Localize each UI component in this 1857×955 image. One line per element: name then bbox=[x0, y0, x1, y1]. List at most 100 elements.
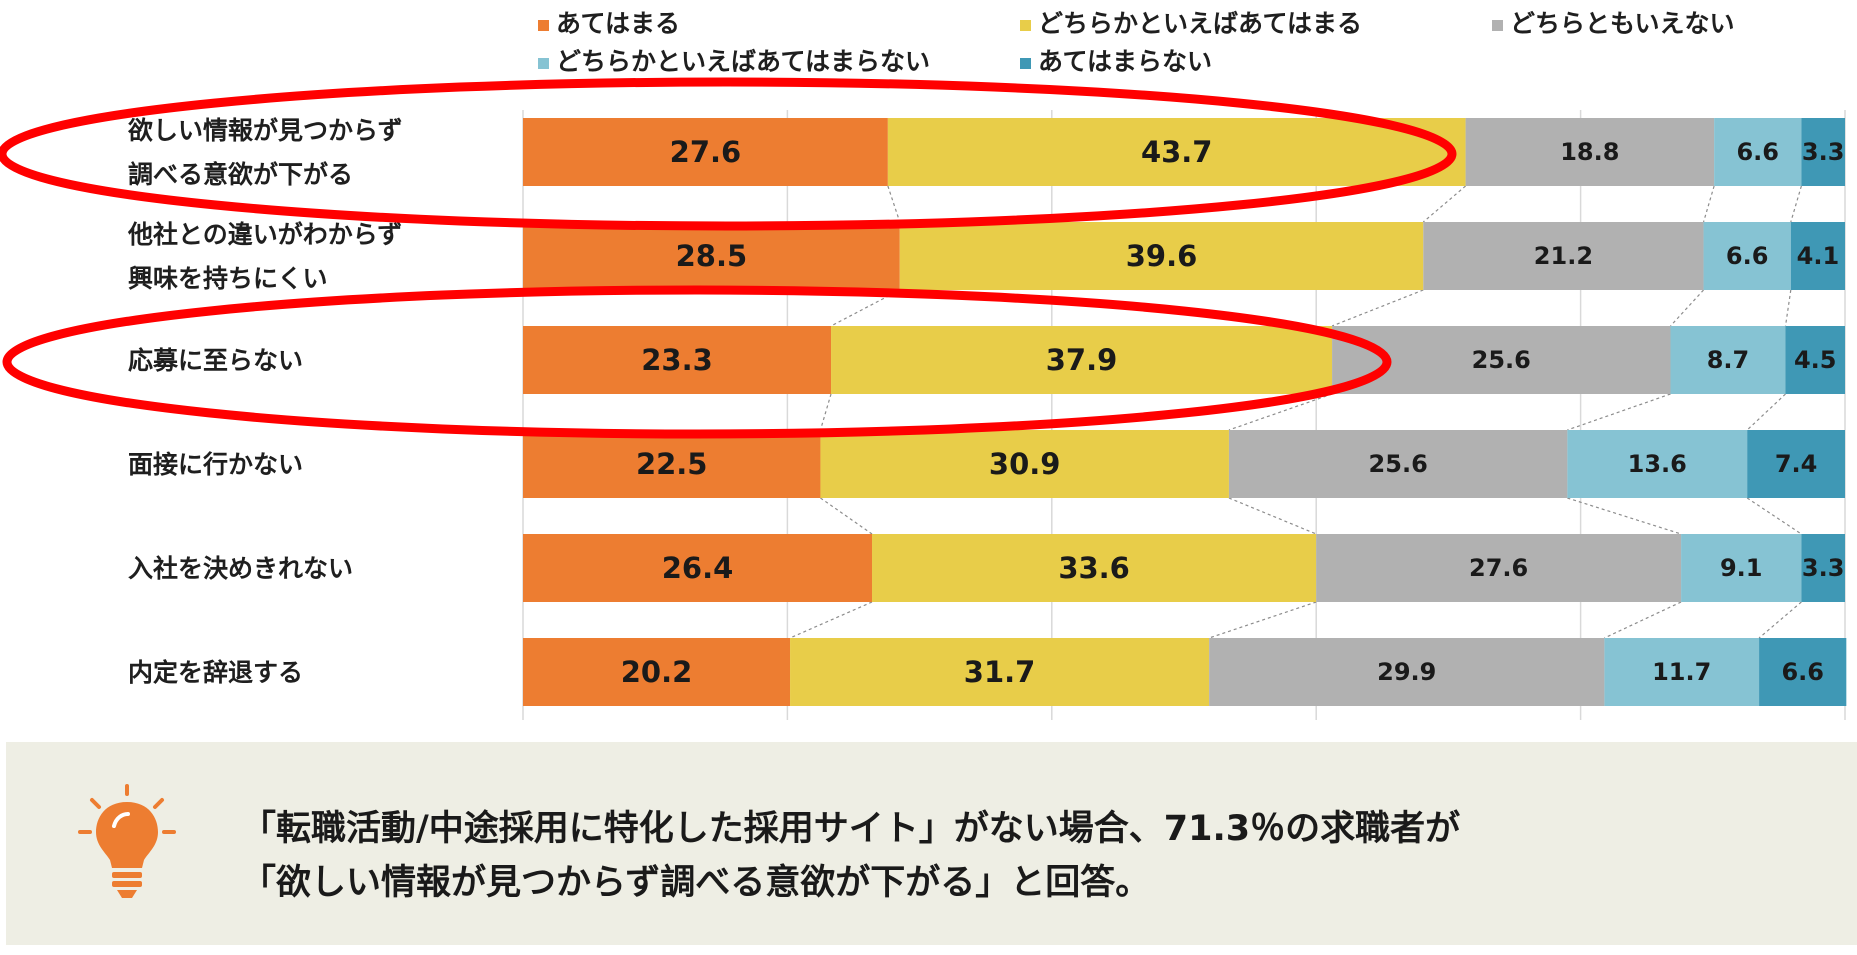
connector-line bbox=[1567, 393, 1671, 431]
connector-line bbox=[1604, 601, 1682, 639]
connector-line bbox=[1228, 497, 1317, 535]
connector-line bbox=[1790, 185, 1802, 223]
note-text: 「転職活動/中途採用に特化した採用サイト」がない場合、71.3％の求職者が 「欲… bbox=[241, 802, 1801, 910]
legend-label: どちらかといえばあてはまる bbox=[1038, 9, 1362, 38]
data-label: 9.1 bbox=[1720, 554, 1763, 582]
data-label: 6.6 bbox=[1726, 242, 1769, 270]
data-label: 23.3 bbox=[641, 343, 713, 377]
category-label: 興味を持ちにくい bbox=[128, 264, 328, 293]
legend-swatch bbox=[1020, 58, 1031, 69]
bar-segment bbox=[1759, 638, 1847, 706]
connector-line bbox=[1331, 289, 1424, 327]
data-label: 20.2 bbox=[621, 655, 693, 689]
data-label: 30.9 bbox=[989, 447, 1061, 481]
data-label: 13.6 bbox=[1628, 450, 1687, 478]
connector-line bbox=[1228, 393, 1333, 431]
connector-line bbox=[887, 185, 901, 223]
bar-segment bbox=[831, 326, 1333, 394]
data-label: 11.7 bbox=[1652, 658, 1711, 686]
bars: 27.6 43.7 18.8 6.6 3.3 28.5 39.6 21.2 6.6 4.1 23.3… bbox=[523, 118, 1847, 706]
bar-segment bbox=[1801, 118, 1845, 186]
data-label: 6.6 bbox=[1781, 658, 1824, 686]
legend-swatch bbox=[1020, 20, 1031, 31]
data-label: 29.9 bbox=[1377, 658, 1436, 686]
legend-label: あてはまる bbox=[556, 9, 680, 38]
data-label: 39.6 bbox=[1126, 239, 1198, 273]
bar-segment bbox=[899, 222, 1424, 290]
bar-segment bbox=[1567, 430, 1748, 498]
highlight-ellipses bbox=[0, 77, 1457, 439]
connector-line bbox=[1422, 185, 1466, 223]
bar-segment bbox=[790, 638, 1210, 706]
note-line-1: 「転職活動/中途採用に特化した採用サイト」がない場合、71.3％の求職者が bbox=[241, 809, 1461, 849]
connector-line bbox=[1784, 289, 1792, 327]
data-label: 26.4 bbox=[662, 551, 734, 585]
category-label: 面接に行かない bbox=[128, 450, 303, 479]
stacked-bar-chart: 27.6 43.7 18.8 6.6 3.3 28.5 39.6 21.2 6.6 4.1 23.3… bbox=[0, 9, 1847, 720]
bar-segment bbox=[1423, 222, 1704, 290]
bar-segment bbox=[1747, 430, 1845, 498]
category-label: 他社との違いがわからず bbox=[127, 220, 402, 249]
data-label: 4.5 bbox=[1794, 346, 1837, 374]
data-label: 25.6 bbox=[1369, 450, 1428, 478]
data-label: 28.5 bbox=[676, 239, 748, 273]
data-label: 43.7 bbox=[1141, 135, 1213, 169]
data-label: 22.5 bbox=[636, 447, 708, 481]
bar-segment bbox=[1801, 534, 1845, 602]
legend-label: どちらかといえばあてはまらない bbox=[556, 47, 930, 76]
connector-line bbox=[1758, 601, 1802, 639]
lightbulb-icon bbox=[78, 784, 176, 898]
data-label: 37.9 bbox=[1046, 343, 1118, 377]
bar-segment bbox=[1785, 326, 1845, 394]
category-labels: 欲しい情報が見つからず調べる意欲が下がる他社との違いがわからず興味を持ちにくい応… bbox=[127, 116, 403, 687]
data-label: 7.4 bbox=[1775, 450, 1818, 478]
data-label: 25.6 bbox=[1472, 346, 1531, 374]
connector-line bbox=[1208, 601, 1317, 639]
legend-label: どちらともいえない bbox=[1510, 9, 1735, 38]
connector-line bbox=[1746, 393, 1786, 431]
data-label: 3.3 bbox=[1802, 554, 1845, 582]
legend-swatch bbox=[538, 20, 549, 31]
bar-segment bbox=[1209, 638, 1605, 706]
bar-segment bbox=[1604, 638, 1760, 706]
bar-segment bbox=[1316, 534, 1682, 602]
gridlines bbox=[522, 110, 1846, 720]
category-label: 欲しい情報が見つからず bbox=[127, 116, 403, 145]
data-label: 18.8 bbox=[1560, 138, 1619, 166]
connector-line bbox=[1702, 185, 1715, 223]
note-line-2: 「欲しい情報が見つからず調べる意欲が下がる」と回答。 bbox=[241, 863, 1151, 903]
bar-segment bbox=[1790, 222, 1845, 290]
data-label: 6.6 bbox=[1736, 138, 1779, 166]
connector-line bbox=[1567, 497, 1682, 535]
data-label: 33.6 bbox=[1058, 551, 1130, 585]
bar-segment bbox=[523, 222, 900, 290]
bar-segment bbox=[1681, 534, 1802, 602]
highlight-ellipse bbox=[2, 285, 1392, 439]
bar-segment bbox=[1228, 430, 1568, 498]
connector-line bbox=[820, 497, 873, 535]
bar-segment bbox=[1670, 326, 1786, 394]
bar-segment bbox=[872, 534, 1317, 602]
connector-line bbox=[819, 393, 832, 431]
highlight-ellipse bbox=[0, 77, 1457, 231]
category-label: 内定を辞退する bbox=[128, 658, 303, 687]
bar-segment bbox=[887, 118, 1466, 186]
bar-segment bbox=[523, 534, 873, 602]
legend-swatch bbox=[1492, 20, 1503, 31]
bar-segment bbox=[1703, 222, 1791, 290]
bar-segment bbox=[1465, 118, 1715, 186]
bar-segment bbox=[523, 638, 791, 706]
data-label: 4.1 bbox=[1797, 242, 1840, 270]
connector-line bbox=[789, 601, 873, 639]
legend: あてはまる どちらかといえばあてはまる どちらともいえないどちらかといえばあてはまら… bbox=[538, 9, 1735, 76]
bar-segment bbox=[523, 430, 821, 498]
category-label: 調べる意欲が下がる bbox=[128, 160, 353, 189]
series-connectors bbox=[789, 185, 1802, 639]
bar-segment bbox=[1714, 118, 1802, 186]
bar-segment bbox=[523, 118, 888, 186]
data-label: 21.2 bbox=[1534, 242, 1593, 270]
summary-note: 「転職活動/中途採用に特化した採用サイト」がない場合、71.3％の求職者が 「欲… bbox=[6, 742, 1857, 945]
data-label: 27.6 bbox=[670, 135, 742, 169]
category-label: 応募に至らない bbox=[128, 346, 303, 375]
legend-label: あてはまらない bbox=[1038, 47, 1212, 76]
